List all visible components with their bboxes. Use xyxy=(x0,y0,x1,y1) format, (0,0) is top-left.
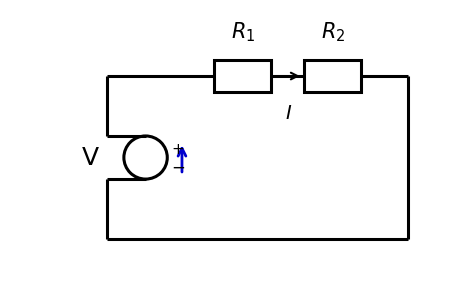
Text: +: + xyxy=(171,143,184,158)
Text: $R_1$: $R_1$ xyxy=(231,21,255,44)
Text: V: V xyxy=(82,146,100,170)
Bar xyxy=(214,60,272,92)
Bar xyxy=(304,60,361,92)
Text: −: − xyxy=(171,158,185,176)
Text: I: I xyxy=(285,104,291,123)
Text: $R_2$: $R_2$ xyxy=(321,21,345,44)
